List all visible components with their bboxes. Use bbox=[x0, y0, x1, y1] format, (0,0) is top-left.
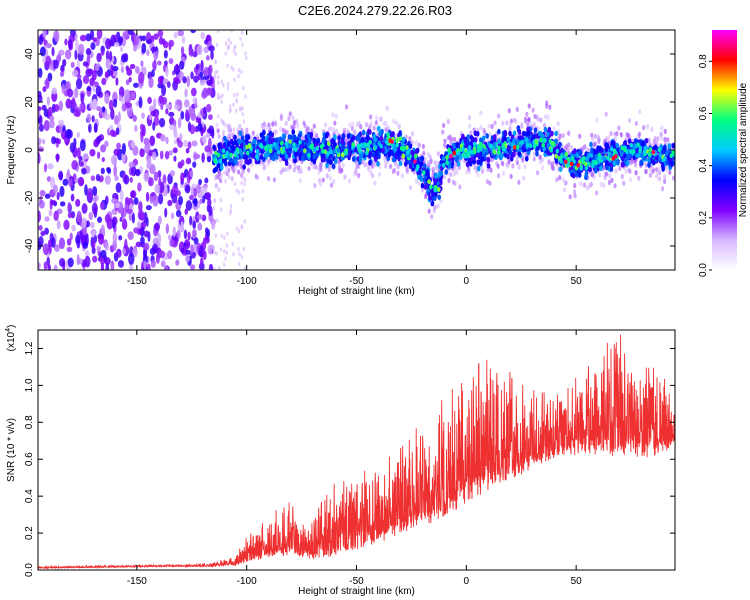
top-y-tick-label: 20 bbox=[24, 96, 35, 108]
colorbar-label: Normalized spectral amplitude bbox=[738, 82, 749, 217]
colorbar-tick-label: 0.0 bbox=[698, 263, 709, 277]
bottom-x-tick-label: -150 bbox=[127, 576, 147, 587]
bottom-x-tick-label: 0 bbox=[464, 576, 470, 587]
bottom-y-tick-label: 0.6 bbox=[24, 452, 35, 466]
top-x-tick-label: 50 bbox=[571, 276, 583, 287]
colorbar-tick-label: 0.8 bbox=[698, 54, 709, 68]
bottom-x-tick-label: -50 bbox=[349, 576, 364, 587]
page-title: C2E6.2024.279.22.26.R03 bbox=[298, 3, 452, 18]
top-x-axis-label: Height of straight line (km) bbox=[298, 286, 415, 297]
top-x-tick-label: -150 bbox=[127, 276, 147, 287]
bottom-y-tick-label: 0.2 bbox=[24, 526, 35, 540]
top-x-tick-label: 0 bbox=[464, 276, 470, 287]
top-x-tick-label: -100 bbox=[237, 276, 257, 287]
bottom-y-axis-label: SNR (10 * v/v) bbox=[6, 418, 17, 482]
bottom-y-tick-label: 0.8 bbox=[24, 415, 35, 429]
top-x-tick-label: -50 bbox=[349, 276, 364, 287]
top-y-tick-label: 0 bbox=[24, 147, 35, 153]
top-y-tick-label: -20 bbox=[24, 190, 35, 205]
top-y-tick-label: 40 bbox=[24, 48, 35, 60]
bottom-y-tick-label: 1.2 bbox=[24, 341, 35, 355]
top-y-axis-label: Frequency (Hz) bbox=[6, 116, 17, 185]
bottom-y-scale-label: (x104) bbox=[5, 325, 17, 352]
heatmap-cells bbox=[38, 30, 675, 270]
bottom-x-axis-label: Height of straight line (km) bbox=[298, 586, 415, 597]
colorbar-tick-label: 0.6 bbox=[698, 106, 709, 120]
top-y-tick-label: -40 bbox=[24, 238, 35, 253]
bottom-x-tick-label: -100 bbox=[237, 576, 257, 587]
snr-series-line bbox=[38, 334, 675, 570]
bottom-y-tick-label: 0.0 bbox=[24, 563, 35, 577]
bottom-x-tick-label: 50 bbox=[571, 576, 583, 587]
bottom-y-tick-label: 0.4 bbox=[24, 489, 35, 503]
bottom-y-tick-label: 1.0 bbox=[24, 378, 35, 392]
colorbar-tick-label: 0.4 bbox=[698, 158, 709, 172]
colorbar-tick-label: 0.2 bbox=[698, 210, 709, 224]
colorbar bbox=[712, 30, 737, 270]
